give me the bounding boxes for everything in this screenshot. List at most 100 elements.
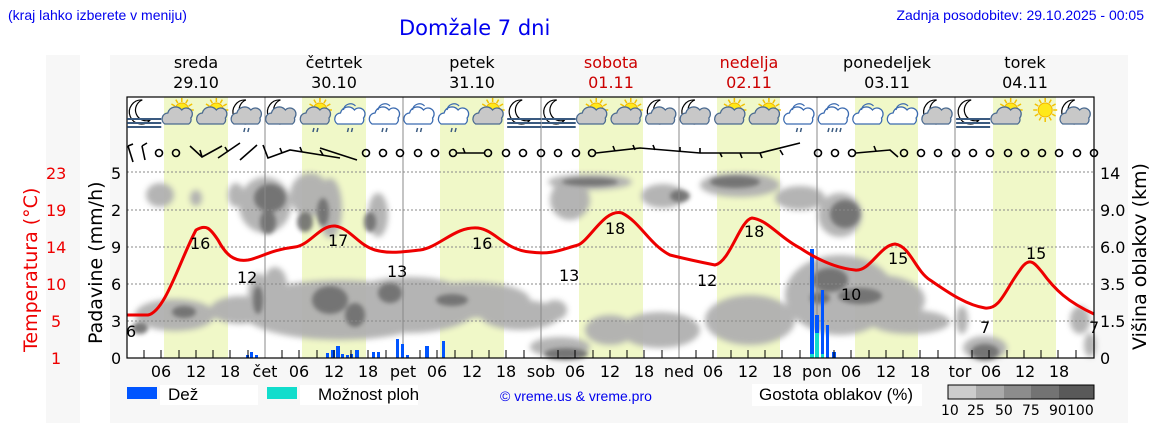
weather-icons-row bbox=[127, 98, 1091, 133]
svg-text:06: 06 bbox=[703, 362, 723, 381]
svg-text:90: 90 bbox=[1049, 403, 1067, 419]
cloud-drizzle-icon bbox=[403, 103, 435, 133]
svg-text:3.5: 3.5 bbox=[1100, 275, 1125, 294]
temperature-axis-title: Temperatura (°C) bbox=[20, 188, 42, 353]
svg-text:10: 10 bbox=[46, 275, 66, 294]
moon-fog-icon bbox=[507, 99, 542, 128]
temp-label: 16 bbox=[190, 234, 210, 253]
last-update: Zadnja posodobitev: 29.10.2025 - 00:05 bbox=[896, 7, 1144, 23]
temp-label: 6 bbox=[126, 322, 136, 341]
svg-text:5: 5 bbox=[51, 312, 61, 331]
svg-text:06: 06 bbox=[841, 362, 861, 381]
day-label-cetrtek: četrtek 30.10 bbox=[305, 53, 363, 92]
svg-text:25: 25 bbox=[967, 403, 985, 419]
temp-label: 13 bbox=[387, 262, 407, 281]
svg-text:12: 12 bbox=[186, 362, 206, 381]
day-label-sobota: sobota 01.11 bbox=[583, 53, 639, 92]
day-label-sreda: sreda 29.10 bbox=[173, 53, 219, 92]
svg-text:5: 5 bbox=[111, 164, 121, 183]
moon-cloud-icon bbox=[265, 99, 297, 125]
temp-label: 7 bbox=[1089, 318, 1099, 337]
page-title: Domžale 7 dni bbox=[399, 16, 551, 40]
legend: 10 25 50 75 90 100 bbox=[127, 384, 1095, 419]
precipitation-axis-title: Padavine (mm/h) bbox=[85, 181, 107, 344]
moon-fog-icon bbox=[127, 99, 162, 128]
sun-cloud-icon bbox=[714, 98, 747, 125]
svg-text:ned: ned bbox=[664, 362, 694, 381]
day-label-petek: petek 31.10 bbox=[449, 53, 495, 92]
temp-label: 12 bbox=[697, 271, 717, 290]
cloud-density-title: Gostota oblakov (%) bbox=[759, 385, 914, 404]
temp-label: 12 bbox=[237, 268, 257, 287]
rain-legend-label: Dež bbox=[168, 385, 199, 404]
sun-cloud-icon bbox=[161, 98, 194, 125]
svg-text:50: 50 bbox=[995, 403, 1013, 419]
sun-cloud-icon bbox=[990, 98, 1023, 125]
svg-text:6.0: 6.0 bbox=[1100, 238, 1125, 257]
svg-text:19: 19 bbox=[46, 201, 66, 220]
svg-text:sob: sob bbox=[527, 362, 555, 381]
wind-row bbox=[127, 142, 1099, 163]
svg-text:18: 18 bbox=[634, 362, 654, 381]
svg-text:23: 23 bbox=[46, 164, 66, 183]
svg-text:18: 18 bbox=[496, 362, 516, 381]
temperature-line bbox=[127, 211, 1095, 317]
moon-cloud-icon bbox=[1059, 99, 1091, 125]
svg-text:100: 100 bbox=[1067, 403, 1094, 419]
temp-label: 18 bbox=[744, 222, 764, 241]
svg-text:14: 14 bbox=[46, 238, 66, 257]
moon-cloud-icon bbox=[921, 99, 953, 125]
svg-text:06: 06 bbox=[151, 362, 171, 381]
svg-text:12: 12 bbox=[738, 362, 758, 381]
cloud-drizzle-icon bbox=[368, 103, 401, 133]
showers-legend-label: Možnost ploh bbox=[318, 385, 420, 404]
sun-cloud-drizzle-icon bbox=[299, 98, 332, 133]
svg-text:10: 10 bbox=[941, 403, 959, 419]
day-label-torek: torek 04.11 bbox=[1002, 53, 1048, 92]
temp-label: 10 bbox=[841, 285, 861, 304]
moon-cloud-drizzle-icon bbox=[230, 99, 263, 133]
sun-cloud-icon bbox=[748, 98, 781, 125]
sun-cloud-icon bbox=[575, 98, 609, 125]
svg-text:06: 06 bbox=[289, 362, 309, 381]
svg-text:06: 06 bbox=[565, 362, 585, 381]
moon-cloud-icon bbox=[679, 99, 711, 125]
showers-legend-swatch bbox=[267, 387, 297, 399]
cloud-icon bbox=[886, 103, 919, 125]
svg-text:18: 18 bbox=[910, 362, 930, 381]
temp-label: 13 bbox=[559, 266, 579, 285]
sun-cloud-icon bbox=[472, 98, 505, 125]
svg-text:6: 6 bbox=[111, 275, 121, 294]
x-axis-labels: 06 12 18 čet 06 12 18 pet 06 12 18 sob 0… bbox=[151, 362, 1069, 381]
temperature-axis-ticks: 23 19 14 10 5 1 bbox=[46, 164, 66, 368]
svg-text:pon: pon bbox=[802, 362, 832, 381]
copyright-link[interactable]: © vreme.us & vreme.pro bbox=[500, 388, 652, 404]
svg-text:1.5: 1.5 bbox=[1100, 312, 1125, 331]
svg-text:18: 18 bbox=[772, 362, 792, 381]
cloud-drizzle-icon bbox=[783, 103, 815, 133]
svg-text:06: 06 bbox=[981, 362, 1001, 381]
svg-text:9: 9 bbox=[111, 238, 121, 257]
svg-text:12: 12 bbox=[1015, 362, 1035, 381]
svg-text:12: 12 bbox=[600, 362, 620, 381]
region-hint-link[interactable]: (kraj lahko izberete v meniju) bbox=[8, 7, 187, 23]
moon-fog-icon bbox=[956, 99, 991, 128]
cloud-density-scale bbox=[947, 384, 1095, 400]
cloud-rain-icon bbox=[817, 103, 850, 133]
svg-text:12: 12 bbox=[324, 362, 344, 381]
svg-text:3: 3 bbox=[111, 312, 121, 331]
temp-label: 7 bbox=[980, 318, 990, 337]
temperature-extreme-labels: 6 16 12 17 13 16 13 18 12 18 10 15 7 15 … bbox=[126, 219, 1099, 341]
svg-text:12: 12 bbox=[876, 362, 896, 381]
temp-label: 15 bbox=[888, 249, 908, 268]
svg-text:pet: pet bbox=[390, 362, 416, 381]
cloud-density-ticks: 10 25 50 75 90 100 bbox=[941, 403, 1094, 419]
sun-icon bbox=[1033, 98, 1058, 122]
svg-text:18: 18 bbox=[1049, 362, 1069, 381]
temp-label: 17 bbox=[328, 231, 348, 250]
svg-text:čet: čet bbox=[253, 362, 278, 381]
cloud-drizzle-icon bbox=[437, 103, 470, 133]
precipitation-axis-ticks: 5 2 9 6 3 0 bbox=[111, 164, 121, 368]
day-label-nedelja: nedelja 02.11 bbox=[719, 53, 779, 92]
